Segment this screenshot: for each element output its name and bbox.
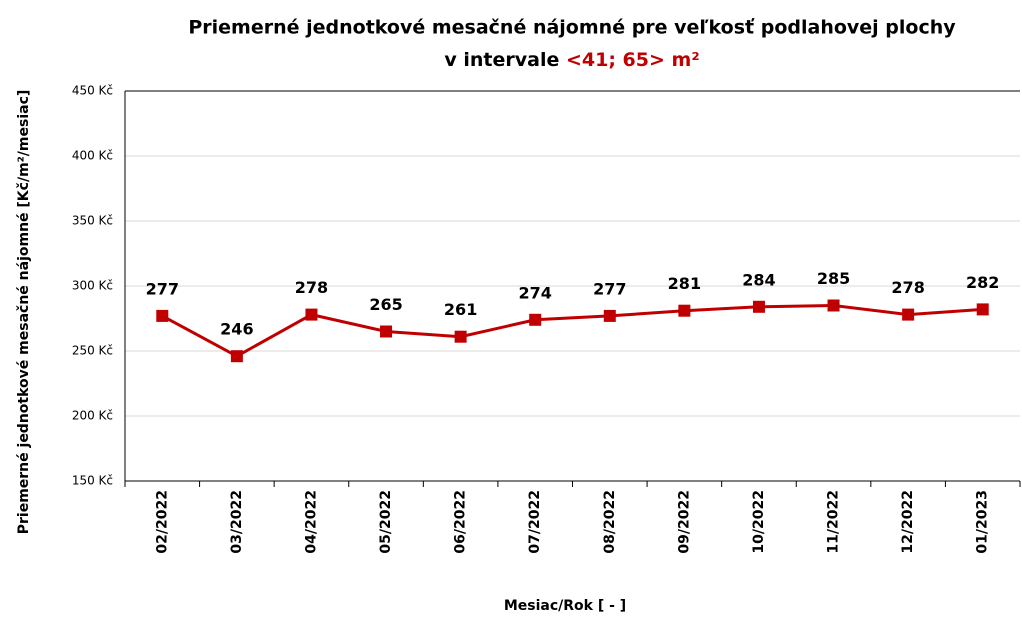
chart-title-line2: v intervale <41; 65> m² <box>444 49 699 71</box>
marker <box>380 325 393 338</box>
x-tick-label: 02/2022 <box>154 490 170 554</box>
x-tick-label: 04/2022 <box>303 490 319 554</box>
data-label: 278 <box>891 278 924 297</box>
y-tick-label: 300 Kč <box>72 279 113 293</box>
data-label: 277 <box>146 279 179 298</box>
x-tick-label: 05/2022 <box>378 490 394 554</box>
marker <box>305 308 318 321</box>
y-tick-label: 450 Kč <box>72 84 113 98</box>
y-tick-label: 350 Kč <box>72 214 113 228</box>
x-tick-label: 10/2022 <box>751 490 767 554</box>
marker <box>603 309 616 322</box>
data-label: 284 <box>742 270 775 289</box>
x-axis-label: Mesiac/Rok [ - ] <box>504 598 626 614</box>
data-label: 274 <box>519 283 552 302</box>
title-highlight: <41; 65> m² <box>566 49 700 71</box>
data-label: 277 <box>593 279 626 298</box>
x-tick-label: 08/2022 <box>602 490 618 554</box>
line <box>161 303 983 358</box>
data-label: 285 <box>817 269 850 288</box>
x-tick-label: 01/2023 <box>975 490 991 554</box>
data-label: 246 <box>220 320 253 339</box>
y-tick-label: 150 Kč <box>72 474 113 488</box>
marker <box>976 303 989 316</box>
x-tick-label: 12/2022 <box>900 490 916 554</box>
x-tick-label: 07/2022 <box>527 490 543 554</box>
data-label: 281 <box>668 274 701 293</box>
marker <box>902 308 915 321</box>
data-label: 282 <box>966 273 999 292</box>
marker <box>529 313 542 326</box>
x-tick-label: 09/2022 <box>676 490 692 554</box>
x-tick-label: 06/2022 <box>453 490 469 554</box>
y-tick-label: 200 Kč <box>72 409 113 423</box>
x-tick-label: 11/2022 <box>826 490 842 554</box>
marker <box>752 300 765 313</box>
data-label: 265 <box>369 295 402 314</box>
marker <box>230 350 243 363</box>
y-axis-label: Priemerné jednotkové mesačné nájomné [Kč… <box>16 90 32 535</box>
marker <box>156 309 169 322</box>
y-tick-label: 250 Kč <box>72 344 113 358</box>
chart-title: Priemerné jednotkové mesačné nájomné pre… <box>188 17 956 39</box>
marker <box>827 299 840 312</box>
marker <box>678 304 691 317</box>
title-text: v intervale <box>444 49 559 71</box>
data-label: 278 <box>295 278 328 297</box>
y-tick-label: 400 Kč <box>72 149 113 163</box>
data-label: 261 <box>444 300 477 319</box>
x-tick-label: 03/2022 <box>229 490 245 554</box>
marker <box>454 330 467 343</box>
